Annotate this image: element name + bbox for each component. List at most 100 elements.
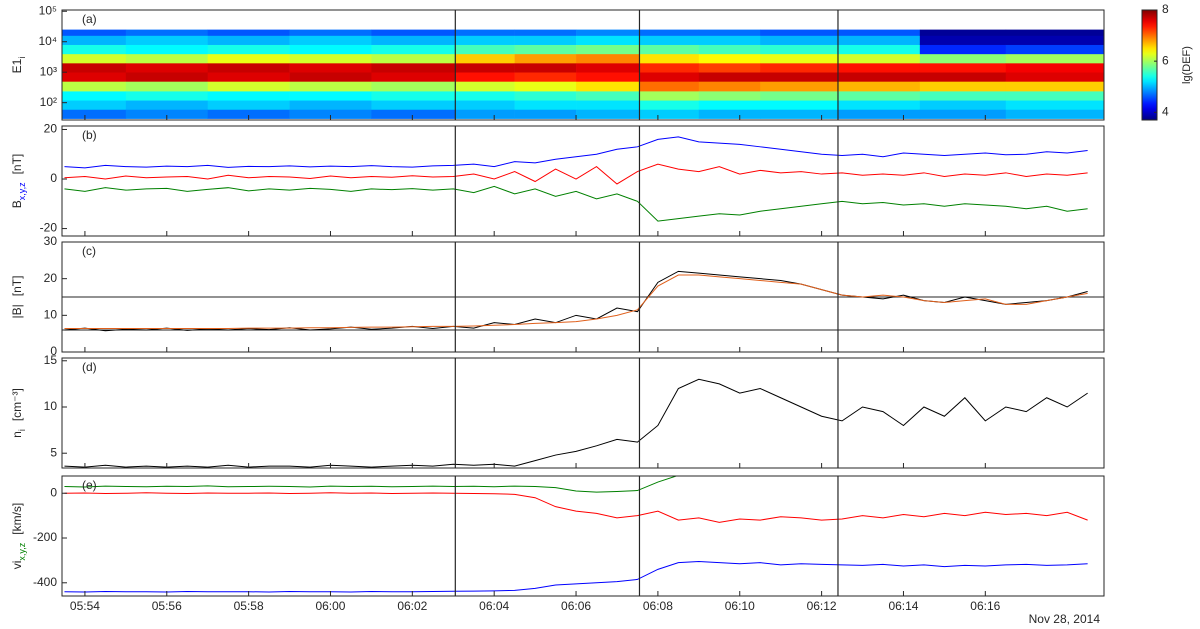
heat-cell (371, 44, 456, 55)
heat-cell (371, 100, 456, 110)
series-line (64, 163, 1088, 185)
heat-cell (207, 63, 290, 73)
heat-cell (125, 81, 208, 92)
x-tick-label: 06:12 (807, 599, 837, 613)
heat-cell (1005, 91, 1104, 101)
y-tick-label: 20 (44, 271, 58, 285)
heat-cell (514, 44, 577, 55)
y-label-sub: i (17, 429, 27, 431)
heat-cell (207, 91, 290, 101)
y-axis-label: vix,y,z [km/s] (10, 503, 27, 570)
y-axis-label: |B| [nT] (10, 276, 24, 319)
heat-cell (455, 44, 515, 55)
y-tick-label: -400 (33, 575, 57, 589)
heat-cell (125, 100, 208, 110)
heat-cell (698, 63, 761, 73)
y-tick-label: 0 (50, 344, 57, 358)
series-line (64, 136, 1088, 169)
x-tick-label: 06:14 (888, 599, 918, 613)
series-line (64, 492, 1088, 523)
heat-cell (207, 29, 290, 36)
panel-label: (c) (82, 244, 96, 258)
y-label-main: n (10, 431, 24, 438)
heat-cell (289, 91, 372, 101)
heat-cell (62, 53, 127, 64)
heat-cell (576, 81, 640, 92)
heat-cell (698, 72, 761, 82)
x-tick-label: 05:58 (234, 599, 264, 613)
heat-cell (698, 35, 761, 45)
heat-cell (514, 91, 577, 101)
heat-cell (760, 35, 839, 45)
heat-cell (760, 100, 839, 110)
y-tick-label: 10 (44, 308, 58, 322)
heat-cell (760, 44, 839, 55)
heat-cell (125, 91, 208, 101)
heat-cell (455, 29, 515, 36)
heat-cell (837, 35, 921, 45)
heat-cell (919, 100, 1007, 110)
heat-cell (289, 29, 372, 36)
heat-cell (837, 29, 921, 36)
heat-cell (455, 35, 515, 45)
heat-cell (1005, 44, 1104, 55)
heat-cell (639, 109, 700, 119)
y-label-sub: i (17, 57, 27, 59)
heat-cell (760, 53, 839, 64)
heat-cell (639, 53, 700, 64)
y-label-main: vi (10, 561, 24, 570)
heat-cell (455, 109, 515, 119)
heat-cell (1005, 72, 1104, 82)
heat-cell (289, 109, 372, 119)
series-line (64, 476, 1069, 493)
colorbar-tick-label: 8 (1162, 2, 1169, 16)
heat-cell (125, 53, 208, 64)
y-axis-label: Bx,y,z [nT] (10, 154, 27, 209)
heat-cell (1005, 63, 1104, 73)
panel-label: (d) (82, 360, 97, 374)
y-label-unit: [nT] (10, 276, 24, 297)
panel-frame (61, 9, 1105, 121)
heat-cell (919, 35, 1007, 45)
series-line (64, 270, 1088, 332)
series-line (64, 378, 1088, 468)
heat-cell (371, 29, 456, 36)
heat-cell (576, 35, 640, 45)
heat-cell (837, 91, 921, 101)
heat-cell (371, 72, 456, 82)
heat-cell (576, 63, 640, 73)
heat-cell (289, 53, 372, 64)
y-tick-label: 10² (40, 95, 57, 109)
heat-cell (919, 109, 1007, 119)
y-label-sub: x,y,z (17, 542, 27, 560)
heat-cell (514, 63, 577, 73)
heat-cell (919, 63, 1007, 73)
heat-cell (514, 53, 577, 64)
heat-cell (919, 44, 1007, 55)
colorbar-tick-label: 4 (1162, 104, 1169, 118)
plot-area (64, 476, 1088, 593)
y-tick-label: 0 (50, 171, 57, 185)
heat-cell (62, 109, 127, 119)
heat-cell (125, 63, 208, 73)
y-tick-label: 5 (50, 445, 57, 459)
x-tick-label: 06:06 (561, 599, 591, 613)
heat-cell (639, 72, 700, 82)
heat-cell (289, 72, 372, 82)
heat-cell (576, 72, 640, 82)
heat-cell (514, 35, 577, 45)
series-line (64, 185, 1088, 222)
heat-cell (371, 109, 456, 119)
heat-cell (576, 109, 640, 119)
heat-cell (639, 35, 700, 45)
y-label-main: B (10, 200, 24, 208)
heat-cell (760, 109, 839, 119)
y-tick-label: 30 (44, 234, 58, 248)
panel-label: (b) (82, 128, 97, 142)
heat-cell (125, 72, 208, 82)
panel-label: (e) (82, 478, 97, 492)
heat-cell (455, 53, 515, 64)
y-label-main: E1 (10, 58, 24, 73)
heat-cell (207, 53, 290, 64)
heat-cell (62, 63, 127, 73)
